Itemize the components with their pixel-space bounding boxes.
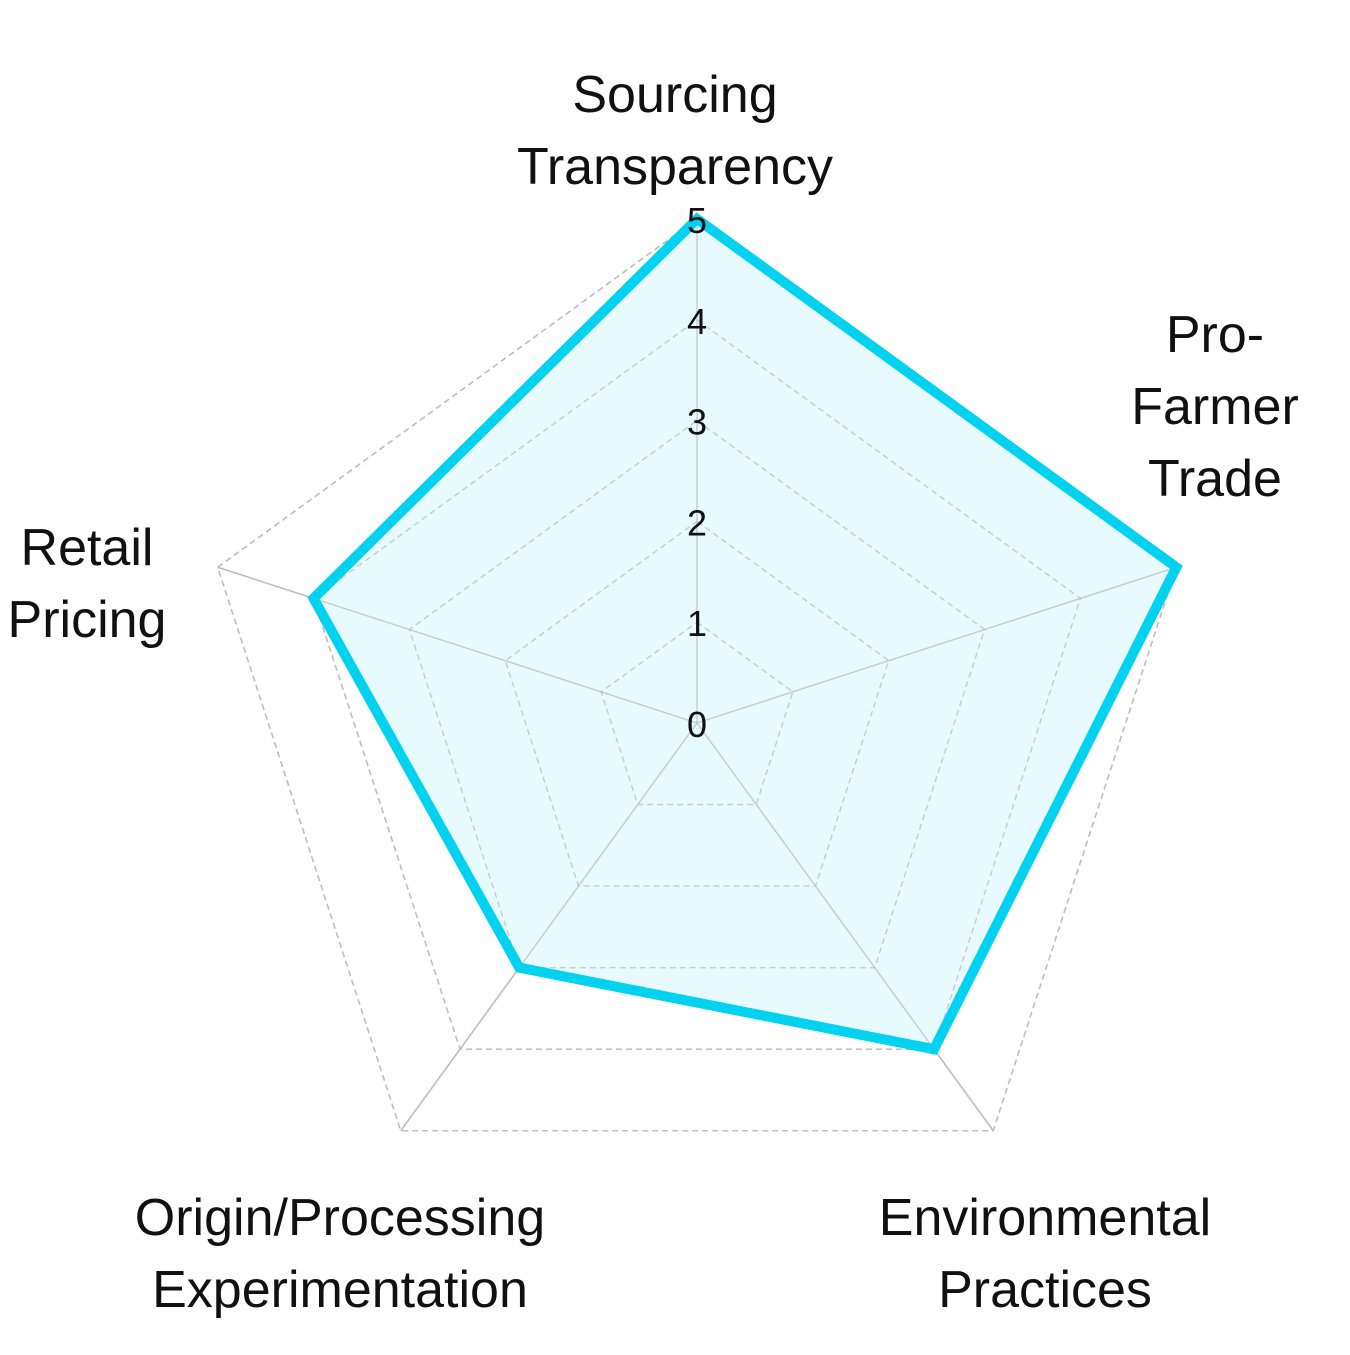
radial-tick-5: 5 bbox=[687, 200, 707, 241]
radial-tick-0: 0 bbox=[687, 704, 707, 745]
radial-tick-3: 3 bbox=[687, 402, 707, 443]
axis-label-2: Pro- Farmer Trade bbox=[1131, 306, 1299, 508]
axis-label-5-line-1: Retail bbox=[21, 519, 154, 577]
axis-label-2-line-3: Trade bbox=[1148, 450, 1282, 508]
series-area-1 bbox=[314, 219, 1177, 1049]
axis-label-3: Environmental Practices bbox=[879, 1189, 1211, 1319]
axis-label-4-line-2: Experimentation bbox=[152, 1261, 528, 1319]
axis-label-1-line-2: Transparency bbox=[517, 138, 833, 196]
axis-label-2-line-2: Farmer bbox=[1131, 378, 1299, 436]
radial-tick-1: 1 bbox=[687, 603, 707, 644]
axis-label-4: Origin/Processing Experimentation bbox=[135, 1189, 545, 1319]
axis-label-4-line-1: Origin/Processing bbox=[135, 1189, 545, 1247]
axis-label-3-line-2: Practices bbox=[938, 1261, 1152, 1319]
axis-label-5: Retail Pricing bbox=[8, 519, 167, 649]
radial-tick-4: 4 bbox=[687, 301, 707, 342]
radial-tick-2: 2 bbox=[687, 502, 707, 543]
axis-label-1: Sourcing Transparency bbox=[517, 66, 833, 196]
axis-label-2-line-1: Pro- bbox=[1166, 306, 1264, 364]
axis-label-1-line-1: Sourcing bbox=[572, 66, 777, 124]
axis-label-3-line-1: Environmental bbox=[879, 1189, 1211, 1247]
series-layer bbox=[218, 219, 1177, 1131]
axis-label-5-line-2: Pricing bbox=[8, 591, 167, 649]
